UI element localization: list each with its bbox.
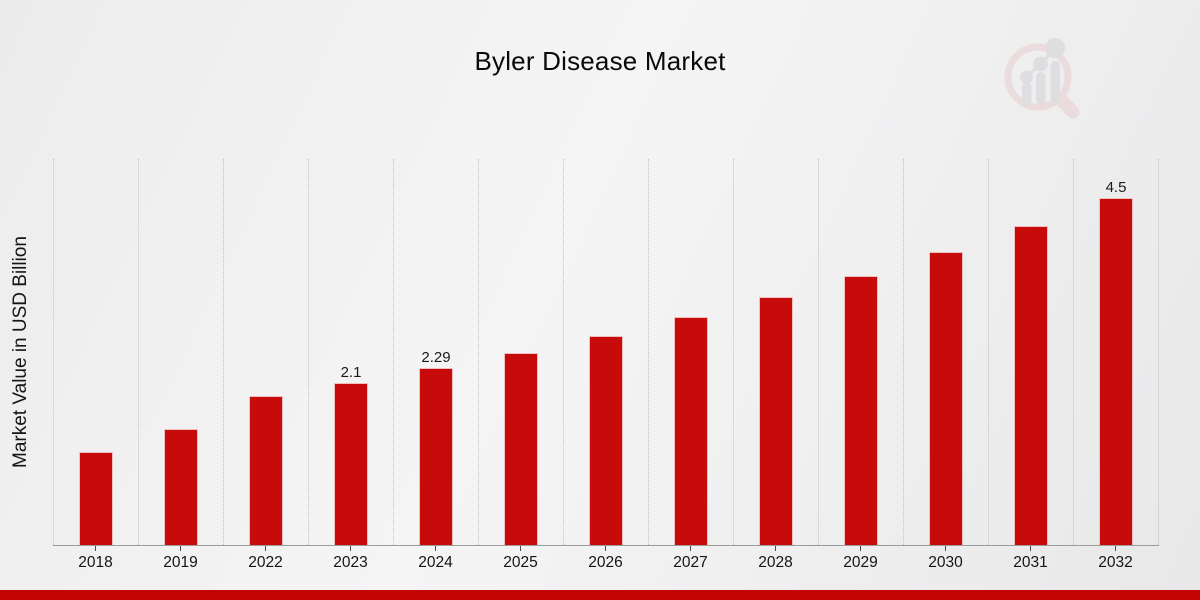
bar-column [648,159,733,545]
x-axis-year-label: 2028 [758,554,793,571]
x-axis-cell: 2025 [478,546,563,572]
x-axis-cell: 2030 [903,546,988,572]
bar-2022 [249,396,283,545]
bar-column [138,159,223,545]
x-axis-year-label: 2019 [163,554,198,571]
x-axis-cell: 2032 [1073,546,1158,572]
bar-column: 2.1 [308,159,393,545]
bar-column [818,159,903,545]
x-axis-labels: 2018 2019 2022 2023 2024 2025 2026 2027 2028 2029… [53,546,1158,572]
bar-2026 [589,336,623,545]
x-axis-year-label: 2031 [1013,554,1048,571]
x-axis-year-label: 2022 [248,554,283,571]
bar-2025 [504,353,538,545]
x-axis-year-label: 2029 [843,554,878,571]
x-axis-tick [690,546,691,551]
bar-column: 2.29 [393,159,478,545]
x-axis-cell: 2026 [563,546,648,572]
x-axis-year-label: 2024 [418,554,453,571]
bar-2027 [674,317,708,545]
bar-column [478,159,563,545]
x-axis-year-label: 2025 [503,554,538,571]
x-axis-tick [605,546,606,551]
x-axis-tick [775,546,776,551]
bar-2028 [759,297,793,545]
bar-column: 4.5 [1073,159,1158,545]
bar-2031 [1014,226,1048,545]
x-axis-cell: 2019 [138,546,223,572]
x-axis-cell: 2029 [818,546,903,572]
bar-2024 [419,368,453,545]
bar-2032 [1099,198,1133,545]
x-axis-tick [265,546,266,551]
x-axis-tick [945,546,946,551]
x-axis-year-label: 2032 [1098,554,1133,571]
bar-column [223,159,308,545]
bar-column [903,159,988,545]
x-axis-cell: 2028 [733,546,818,572]
x-axis-tick [1030,546,1031,551]
x-axis-tick [860,546,861,551]
bar-2023 [334,383,368,545]
bar-2019 [164,429,198,545]
x-axis-year-label: 2030 [928,554,963,571]
x-axis-tick [350,546,351,551]
x-axis-year-label: 2026 [588,554,623,571]
x-axis-tick [180,546,181,551]
chart-title: Byler Disease Market [474,46,726,76]
market-research-logo-watermark [1004,38,1080,119]
x-axis-line [53,545,1159,546]
x-axis-tick [95,546,96,551]
bar-value-label-2032: 4.5 [1105,179,1127,196]
x-axis-cell: 2031 [988,546,1073,572]
x-axis-cell: 2027 [648,546,733,572]
bar-2030 [929,252,963,545]
x-axis-year-label: 2027 [673,554,708,571]
bar-column [53,159,138,545]
x-axis-tick [1115,546,1116,551]
x-axis-year-label: 2023 [333,554,368,571]
x-axis-cell: 2023 [308,546,393,572]
bar-2029 [844,276,878,545]
bar-column [733,159,818,545]
bar-value-label-2023: 2.1 [340,364,362,381]
x-axis-cell: 2024 [393,546,478,572]
x-axis-year-label: 2018 [78,554,113,571]
bar-value-label-2024: 2.29 [421,349,451,366]
bar-column [563,159,648,545]
bar-column [988,159,1073,545]
bottom-accent-bar [0,590,1200,600]
x-axis-cell: 2018 [53,546,138,572]
x-axis-tick [520,546,521,551]
y-axis-label: Market Value in USD Billion [10,236,31,468]
x-axis-cell: 2022 [223,546,308,572]
plot-area: 2.1 2.29 4.5 [53,159,1159,545]
x-axis-tick [435,546,436,551]
bar-2018 [79,452,113,545]
